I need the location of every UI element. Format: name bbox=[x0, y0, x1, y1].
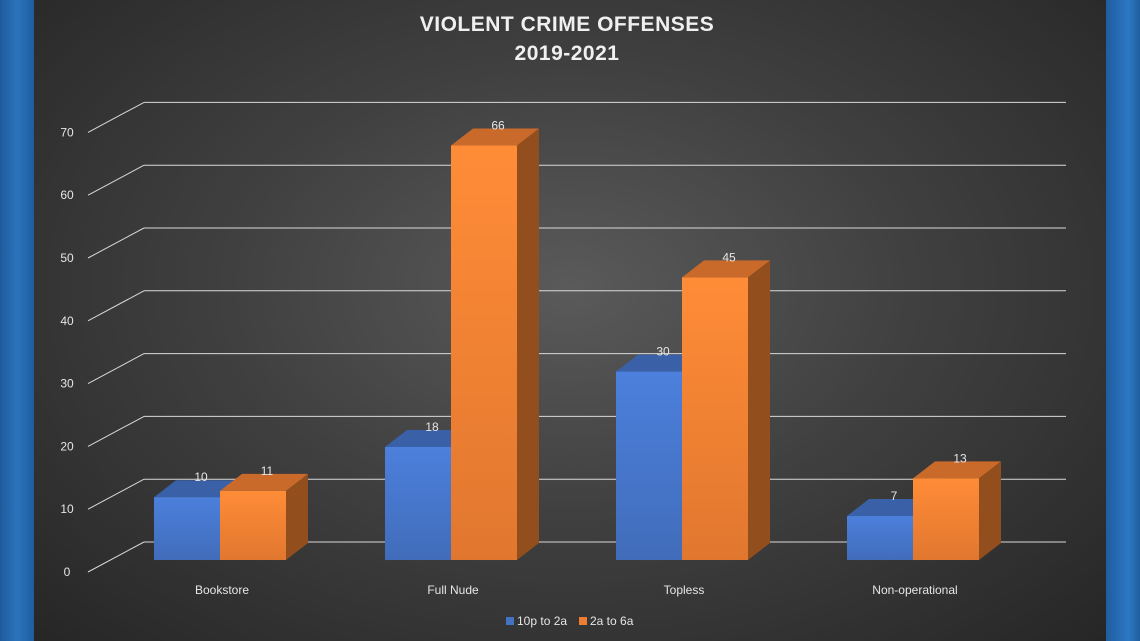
category-label: Full Nude bbox=[427, 583, 479, 597]
gridline-diagonal bbox=[87, 353, 145, 385]
bar-top bbox=[682, 260, 770, 278]
gridline-diagonal bbox=[87, 478, 145, 510]
legend-label: 10p to 2a bbox=[517, 614, 567, 628]
gridline-diagonal bbox=[87, 541, 145, 573]
bar bbox=[682, 277, 748, 560]
data-label: 11 bbox=[261, 464, 274, 478]
y-tick-label: 10 bbox=[60, 502, 74, 516]
y-tick-label: 20 bbox=[60, 439, 74, 453]
data-label: 45 bbox=[722, 250, 736, 264]
legend-swatch bbox=[579, 617, 587, 625]
chart-subtitle: 2019-2021 bbox=[515, 42, 620, 65]
y-tick-label: 40 bbox=[60, 314, 74, 328]
bar bbox=[154, 497, 220, 560]
bar-side bbox=[748, 260, 770, 560]
category-label: Topless bbox=[664, 583, 705, 597]
gridline-diagonal bbox=[87, 164, 145, 196]
category-label: Bookstore bbox=[195, 583, 249, 597]
gridline-diagonal bbox=[87, 101, 145, 133]
gridline-diagonal bbox=[87, 415, 145, 447]
gridline-diagonal bbox=[87, 290, 145, 322]
y-tick-label: 60 bbox=[60, 188, 74, 202]
data-label: 13 bbox=[953, 451, 967, 465]
bar bbox=[913, 478, 979, 560]
bar bbox=[847, 516, 913, 560]
data-label: 7 bbox=[891, 489, 898, 503]
legend-swatch bbox=[506, 617, 514, 625]
bar bbox=[385, 446, 451, 560]
bar bbox=[451, 145, 517, 560]
data-label: 30 bbox=[656, 345, 670, 359]
bar-top bbox=[220, 473, 308, 491]
y-tick-label: 30 bbox=[60, 377, 74, 391]
bar bbox=[220, 490, 286, 560]
bar-side bbox=[286, 473, 308, 560]
data-label: 18 bbox=[425, 420, 439, 434]
y-tick-label: 50 bbox=[60, 251, 74, 265]
y-tick-label: 0 bbox=[64, 565, 71, 579]
y-tick-label: 70 bbox=[60, 125, 74, 139]
data-label: 66 bbox=[491, 119, 505, 133]
bar bbox=[616, 371, 682, 560]
bar-side bbox=[517, 128, 539, 560]
category-label: Non-operational bbox=[872, 583, 957, 597]
legend-label: 2a to 6a bbox=[590, 614, 634, 628]
data-label: 10 bbox=[194, 470, 208, 484]
bar-top bbox=[451, 128, 539, 146]
chart-title: VIOLENT CRIME OFFENSES bbox=[420, 13, 715, 36]
gridline-diagonal bbox=[87, 227, 145, 259]
bar-side bbox=[979, 461, 1001, 560]
bar-top bbox=[913, 461, 1001, 479]
